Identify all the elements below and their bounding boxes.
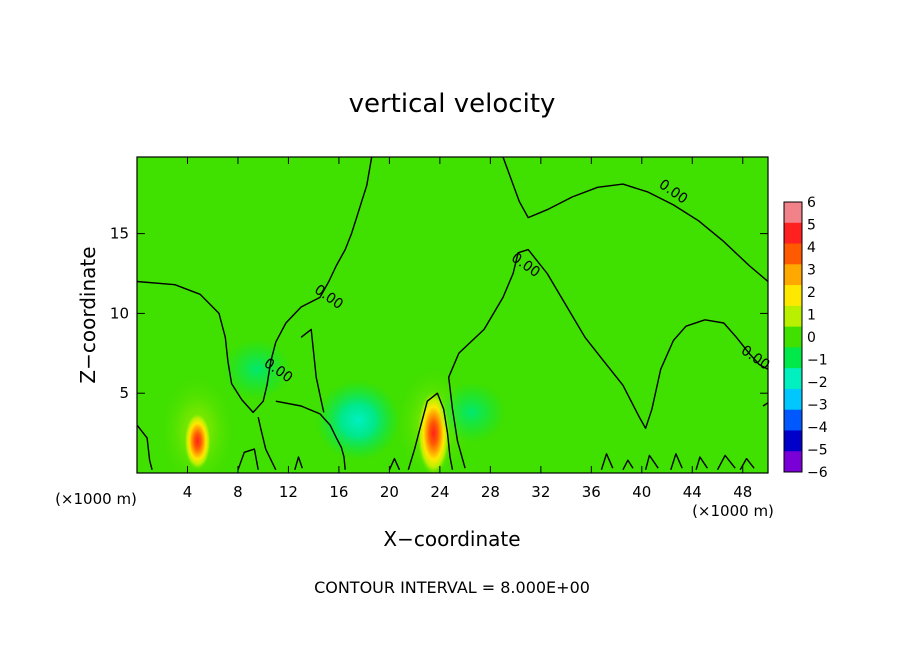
- x-tick-label: 44: [683, 483, 702, 501]
- contour-line: [716, 454, 736, 471]
- colorbar-segment: [784, 368, 802, 390]
- plot-frame: [136, 156, 769, 474]
- x-tick-label: 12: [279, 483, 298, 501]
- contour-line: [137, 424, 153, 470]
- x-tick-label: 32: [531, 483, 550, 501]
- x-tick-label: 16: [329, 483, 348, 501]
- contour-line: [448, 248, 768, 469]
- updraft-core: [183, 411, 212, 472]
- colorbar-segment: [784, 347, 802, 369]
- colorbar-segment: [784, 243, 802, 265]
- velocity-field: [157, 339, 506, 473]
- y-axis: 5 10 15: [110, 225, 768, 402]
- colorbar-tick-label: −6: [807, 465, 828, 481]
- colorbar-segment: [784, 430, 802, 452]
- x-unit-right: (×1000 m): [692, 502, 774, 520]
- x-tick-label: 24: [430, 483, 449, 501]
- colorbar-segment: [784, 264, 802, 286]
- colorbar-segment: [784, 222, 802, 245]
- zero-contours: [137, 157, 768, 471]
- x-tick-label: 40: [632, 483, 651, 501]
- colorbar-segment: [784, 202, 802, 224]
- colorbar-tick-label: 1: [807, 308, 816, 324]
- colorbar-segment: [784, 285, 802, 307]
- colorbar-segment: [784, 388, 802, 411]
- x-tick-label: 48: [733, 483, 752, 501]
- colorbar-segment: [784, 451, 802, 473]
- downdraft-weak: [437, 382, 506, 443]
- chart-title: vertical velocity: [349, 89, 556, 119]
- x-unit-left: (×1000 m): [55, 490, 137, 508]
- colorbar-frame: [783, 201, 803, 473]
- x-tick-label: 20: [380, 483, 399, 501]
- colorbar-tick-label: 5: [807, 218, 816, 234]
- y-tick-label: 5: [119, 384, 129, 402]
- x-tick-label: 28: [481, 483, 500, 501]
- contour-line: [695, 456, 708, 470]
- x-tick-label: 4: [183, 483, 193, 501]
- contour-line: [237, 448, 259, 471]
- colorbar-segment: [784, 409, 802, 431]
- colorbar-tick-label: 0: [807, 330, 816, 346]
- contour-line: [257, 416, 277, 471]
- colorbar-tick-label: 2: [807, 285, 816, 301]
- contour-line: [502, 157, 768, 283]
- colorbar-tick-label: 3: [807, 263, 816, 279]
- y-axis-label: Z−coordinate: [76, 246, 100, 383]
- contour-line: [294, 456, 303, 470]
- colorbar: 6 5 4 3 2 1 0 −1 −2 −3 −4 −5 −6: [783, 195, 828, 481]
- downdraft-core: [315, 380, 400, 461]
- contour-line: [275, 400, 346, 470]
- contour-line: [388, 457, 401, 471]
- colorbar-tick-label: −3: [807, 398, 828, 414]
- contour-line: [407, 392, 454, 471]
- x-tick-label: 36: [582, 483, 601, 501]
- colorbar-tick-label: 6: [807, 195, 816, 211]
- colorbar-tick-label: −5: [807, 443, 828, 459]
- contour-line: [300, 328, 325, 413]
- contour-line: [622, 459, 634, 471]
- contour-interval-note: CONTOUR INTERVAL = 8.000E+00: [314, 578, 590, 597]
- colorbar-tick-label: −1: [807, 353, 828, 369]
- x-tick-label: 8: [233, 483, 243, 501]
- colorbar-tick-label: 4: [807, 240, 816, 256]
- colorbar-segment: [784, 326, 802, 348]
- contour-line: [600, 453, 614, 471]
- colorbar-tick-label: −2: [807, 375, 828, 391]
- y-tick-label: 10: [110, 304, 129, 322]
- contour-line: [670, 453, 683, 471]
- x-axis: 4 8 12 16 20 24 28 32 36 40 44 48: [183, 157, 752, 501]
- downdraft-weak: [222, 339, 291, 400]
- contour-line: [137, 157, 373, 414]
- contour-line: [762, 402, 768, 407]
- contour-line: [644, 454, 659, 470]
- colorbar-tick-label: −4: [807, 420, 828, 436]
- x-axis-label: X−coordinate: [383, 527, 520, 551]
- y-tick-label: 15: [110, 225, 129, 243]
- colorbar-segment: [784, 305, 802, 328]
